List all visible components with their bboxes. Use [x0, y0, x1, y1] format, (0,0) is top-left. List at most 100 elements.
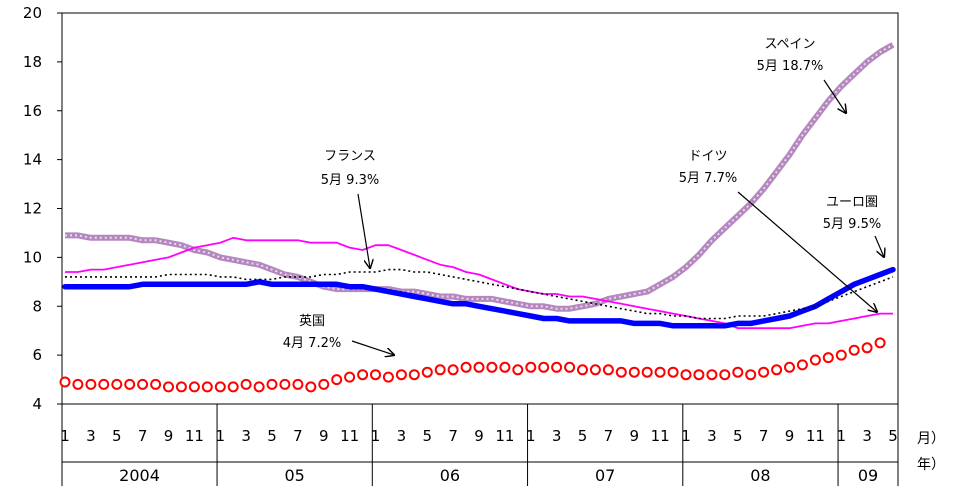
series-point-uk: [551, 361, 563, 373]
x-month-label: 3: [397, 427, 407, 445]
series-point-uk: [253, 381, 265, 393]
x-month-label: 1: [371, 427, 381, 445]
series-point-uk: [835, 349, 847, 361]
x-month-label: 5: [112, 427, 122, 445]
annotation-arrow-spain: [823, 79, 846, 113]
y-tick-label: 20: [23, 4, 42, 22]
series-point-uk: [201, 381, 213, 393]
x-month-label: 3: [707, 427, 717, 445]
y-tick-label: 10: [23, 248, 42, 266]
series-point-uk: [796, 359, 808, 371]
series-point-uk: [602, 364, 614, 376]
x-month-label: 9: [474, 427, 484, 445]
series-point-uk: [525, 361, 537, 373]
annotation-value-spain: 5月 18.7%: [757, 59, 824, 74]
series-point-uk: [628, 366, 640, 378]
series-point-uk: [292, 378, 304, 390]
x-month-label: 1: [60, 427, 70, 445]
x-month-label: 5: [422, 427, 432, 445]
series-point-uk: [758, 366, 770, 378]
x-month-label: 7: [138, 427, 148, 445]
x-month-label: 3: [86, 427, 96, 445]
x-month-label: 5: [267, 427, 277, 445]
x-month-label: 1: [215, 427, 225, 445]
annotation-arrow-uk: [351, 340, 394, 355]
annotation-name-uk: 英国: [299, 314, 325, 329]
series-point-uk: [809, 354, 821, 366]
series-point-uk: [667, 366, 679, 378]
series-point-uk: [85, 378, 97, 390]
y-tick-label: 18: [23, 53, 42, 71]
series-point-uk: [370, 369, 381, 381]
x-month-label: 7: [293, 427, 303, 445]
x-year-label: 2004: [119, 466, 160, 485]
series-point-uk: [848, 344, 860, 356]
x-month-label: 11: [495, 427, 514, 445]
series-point-uk: [318, 378, 330, 390]
y-tick-label: 16: [23, 102, 42, 120]
series-point-uk: [641, 366, 653, 378]
series-point-uk: [693, 369, 705, 381]
x-month-label: 7: [448, 427, 458, 445]
y-tick-label: 6: [32, 346, 42, 364]
series-point-uk: [654, 366, 666, 378]
series-point-uk: [589, 364, 601, 376]
x-year-label: 07: [595, 466, 615, 485]
series-point-uk: [111, 378, 123, 390]
x-month-label: 3: [241, 427, 251, 445]
annotation-value-uk: 4月 7.2%: [283, 336, 341, 351]
series-point-uk: [331, 374, 343, 386]
series-point-uk: [163, 381, 174, 393]
series-point-uk: [227, 381, 239, 393]
series-line-spain-texture: [65, 43, 894, 310]
series-point-uk: [861, 342, 873, 354]
series-point-uk: [382, 371, 394, 383]
series-line-euro: [65, 268, 894, 320]
annotation-arrow-france: [357, 193, 370, 268]
x-month-label: 7: [604, 427, 614, 445]
x-month-label: 1: [681, 427, 691, 445]
series-point-uk: [538, 361, 550, 373]
x-month-label: 5: [888, 427, 898, 445]
y-tick-label: 12: [23, 200, 42, 218]
series-point-uk: [150, 378, 162, 390]
x-month-label: 9: [319, 427, 329, 445]
series-point-uk: [240, 378, 252, 390]
x-month-label: 9: [164, 427, 174, 445]
series-point-uk: [59, 376, 71, 388]
annotation-arrow-euro: [874, 235, 884, 257]
series-point-uk: [680, 369, 692, 381]
series-point-uk: [357, 369, 369, 381]
series-point-uk: [72, 378, 84, 390]
series-point-uk: [447, 364, 459, 376]
x-month-label: 11: [806, 427, 825, 445]
annotation-arrow-germany: [737, 191, 877, 312]
y-tick-label: 14: [23, 151, 42, 169]
series-point-uk: [784, 361, 795, 373]
series-point-uk: [564, 361, 576, 373]
series-point-uk: [434, 364, 446, 376]
series-point-uk: [175, 381, 187, 393]
x-unit-month: 月）: [917, 431, 945, 447]
series-point-uk: [279, 378, 291, 390]
series-point-uk: [344, 371, 356, 383]
series-point-uk: [822, 352, 834, 364]
series-point-uk: [771, 364, 783, 376]
series-point-uk: [305, 381, 317, 393]
x-month-label: 11: [651, 427, 670, 445]
series-point-uk: [706, 369, 718, 381]
annotation-value-euro: 5月 9.5%: [823, 217, 881, 232]
y-tick-label: 4: [32, 395, 42, 413]
x-month-label: 5: [733, 427, 743, 445]
series-point-uk: [188, 381, 200, 393]
series-line-spain: [65, 42, 895, 312]
series-point-uk: [512, 364, 524, 376]
x-month-label: 11: [340, 427, 359, 445]
x-year-label: 05: [284, 466, 304, 485]
y-tick-label: 8: [32, 297, 42, 315]
x-year-label: 08: [750, 466, 770, 485]
x-month-label: 7: [759, 427, 769, 445]
x-year-label: 06: [440, 466, 460, 485]
series-point-uk: [615, 366, 627, 378]
